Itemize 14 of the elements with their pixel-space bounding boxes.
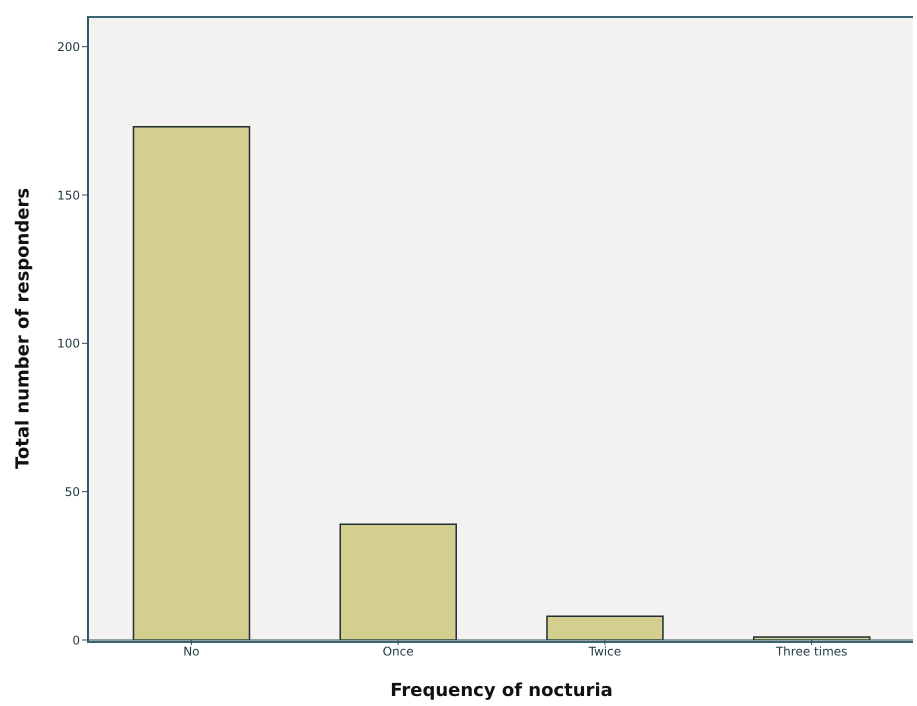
y-axis-title: Total number of responders: [12, 188, 34, 470]
y-tick-label: 50: [64, 484, 80, 499]
x-tick-label: Twice: [588, 644, 622, 659]
x-tick-label: Once: [382, 644, 414, 659]
x-axis-title: Frequency of nocturia: [390, 680, 613, 701]
bar: [132, 126, 250, 640]
y-tick-label: 100: [57, 336, 80, 351]
bar: [339, 524, 457, 640]
bar: [546, 616, 664, 640]
x-tick-label: No: [183, 644, 200, 659]
x-tick-label: Three times: [774, 644, 848, 659]
y-tick-label: 200: [57, 40, 80, 54]
y-tick-label: 150: [57, 188, 80, 202]
y-tick-label: 0: [72, 633, 80, 648]
